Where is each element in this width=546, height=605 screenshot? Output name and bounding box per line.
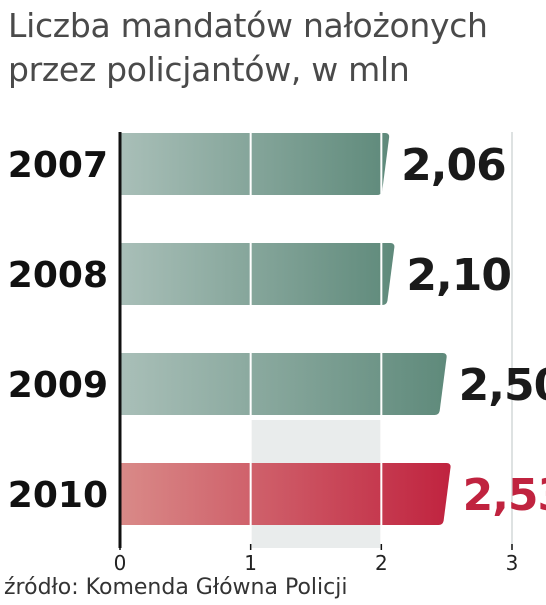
value-label-2010: 2,53 xyxy=(463,470,546,521)
bar-2008 xyxy=(120,243,395,305)
chart-title: Liczba mandatów nałożonych przez policja… xyxy=(8,4,538,92)
value-label-2009: 2,50 xyxy=(459,360,546,411)
bar-2009 xyxy=(120,353,447,415)
source-note: źródło: Komenda Główna Policji xyxy=(4,575,348,600)
x-tick-label-2: 2 xyxy=(375,551,388,575)
category-label-2009: 2009 xyxy=(8,365,108,406)
bar-2007 xyxy=(120,133,390,195)
x-tick-label-3: 3 xyxy=(506,551,519,575)
x-tick-label-1: 1 xyxy=(244,551,257,575)
category-label-2008: 2008 xyxy=(8,255,108,296)
bar-2010 xyxy=(120,463,451,525)
chart-title-line-2: przez policjantów, w mln xyxy=(8,50,410,89)
category-label-2010: 2010 xyxy=(8,475,108,516)
x-tick-label-0: 0 xyxy=(114,551,127,575)
value-label-2008: 2,10 xyxy=(406,250,511,301)
value-label-2007: 2,06 xyxy=(401,140,506,191)
chart-title-line-1: Liczba mandatów nałożonych xyxy=(8,6,488,45)
category-label-2007: 2007 xyxy=(8,145,108,186)
